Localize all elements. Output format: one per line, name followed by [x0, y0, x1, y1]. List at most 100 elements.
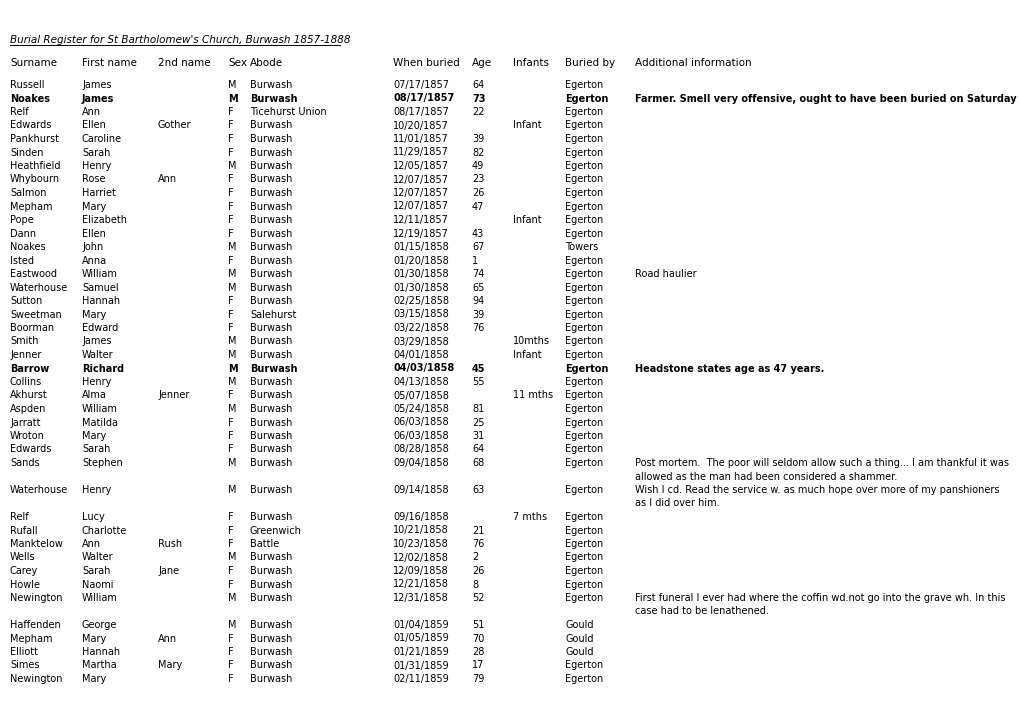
Text: Howle: Howle	[10, 580, 40, 590]
Text: Egerton: Egerton	[565, 417, 602, 428]
Text: Egerton: Egerton	[565, 255, 602, 265]
Text: F: F	[228, 660, 233, 671]
Text: F: F	[228, 445, 233, 454]
Text: 12/09/1858: 12/09/1858	[392, 566, 448, 576]
Text: Egerton: Egerton	[565, 80, 602, 90]
Text: Egerton: Egerton	[565, 94, 607, 104]
Text: Battle: Battle	[250, 539, 279, 549]
Text: Egerton: Egerton	[565, 512, 602, 522]
Text: Matilda: Matilda	[82, 417, 118, 428]
Text: George: George	[82, 620, 117, 630]
Text: M: M	[228, 485, 236, 495]
Text: Egerton: Egerton	[565, 107, 602, 117]
Text: Egerton: Egerton	[565, 674, 602, 684]
Text: Additional information: Additional information	[635, 58, 751, 68]
Text: 55: 55	[472, 377, 484, 387]
Text: Egerton: Egerton	[565, 580, 602, 590]
Text: Smith: Smith	[10, 337, 39, 347]
Text: 04/03/1858: 04/03/1858	[392, 363, 453, 373]
Text: Wells: Wells	[10, 552, 36, 562]
Text: Stephen: Stephen	[82, 458, 122, 468]
Text: Sweetman: Sweetman	[10, 309, 62, 319]
Text: John: John	[82, 242, 103, 252]
Text: Newington: Newington	[10, 593, 62, 603]
Text: Burwash: Burwash	[250, 94, 298, 104]
Text: Abode: Abode	[250, 58, 283, 68]
Text: F: F	[228, 539, 233, 549]
Text: Egerton: Egerton	[565, 377, 602, 387]
Text: Wroton: Wroton	[10, 431, 45, 441]
Text: Burwash: Burwash	[250, 620, 292, 630]
Text: Egerton: Egerton	[565, 485, 602, 495]
Text: 01/04/1859: 01/04/1859	[392, 620, 448, 630]
Text: Burwash: Burwash	[250, 593, 292, 603]
Text: Burwash: Burwash	[250, 350, 292, 360]
Text: Burwash: Burwash	[250, 161, 292, 171]
Text: Gother: Gother	[158, 120, 192, 131]
Text: Burwash: Burwash	[250, 242, 292, 252]
Text: 08/17/1857: 08/17/1857	[392, 94, 453, 104]
Text: Edwards: Edwards	[10, 445, 51, 454]
Text: Egerton: Egerton	[565, 120, 602, 131]
Text: Gould: Gould	[565, 647, 593, 657]
Text: 25: 25	[472, 417, 484, 428]
Text: 04/01/1858: 04/01/1858	[392, 350, 448, 360]
Text: M: M	[228, 552, 236, 562]
Text: 03/22/1858: 03/22/1858	[392, 323, 448, 333]
Text: Ann: Ann	[82, 539, 101, 549]
Text: 12/19/1857: 12/19/1857	[392, 229, 448, 239]
Text: Burwash: Burwash	[250, 458, 292, 468]
Text: Greenwich: Greenwich	[250, 526, 302, 536]
Text: Egerton: Egerton	[565, 445, 602, 454]
Text: Alma: Alma	[82, 391, 107, 400]
Text: Sands: Sands	[10, 458, 40, 468]
Text: 68: 68	[472, 458, 484, 468]
Text: Mary: Mary	[82, 674, 106, 684]
Text: 21: 21	[472, 526, 484, 536]
Text: Russell: Russell	[10, 80, 45, 90]
Text: F: F	[228, 174, 233, 185]
Text: Mepham: Mepham	[10, 634, 52, 644]
Text: 10/20/1857: 10/20/1857	[392, 120, 448, 131]
Text: F: F	[228, 566, 233, 576]
Text: When buried: When buried	[392, 58, 460, 68]
Text: 52: 52	[472, 593, 484, 603]
Text: Egerton: Egerton	[565, 161, 602, 171]
Text: F: F	[228, 188, 233, 198]
Text: Egerton: Egerton	[565, 296, 602, 306]
Text: Burwash: Burwash	[250, 404, 292, 414]
Text: Burwash: Burwash	[250, 660, 292, 671]
Text: Ellen: Ellen	[82, 229, 106, 239]
Text: Henry: Henry	[82, 485, 111, 495]
Text: 1: 1	[472, 255, 478, 265]
Text: Egerton: Egerton	[565, 350, 602, 360]
Text: Mepham: Mepham	[10, 201, 52, 211]
Text: Caroline: Caroline	[82, 134, 122, 144]
Text: Heathfield: Heathfield	[10, 161, 60, 171]
Text: M: M	[228, 242, 236, 252]
Text: Burwash: Burwash	[250, 552, 292, 562]
Text: M: M	[228, 80, 236, 90]
Text: Noakes: Noakes	[10, 242, 46, 252]
Text: 12/05/1857: 12/05/1857	[392, 161, 448, 171]
Text: F: F	[228, 634, 233, 644]
Text: 67: 67	[472, 242, 484, 252]
Text: F: F	[228, 134, 233, 144]
Text: Mary: Mary	[158, 660, 182, 671]
Text: 51: 51	[472, 620, 484, 630]
Text: 76: 76	[472, 323, 484, 333]
Text: William: William	[82, 593, 118, 603]
Text: Egerton: Egerton	[565, 337, 602, 347]
Text: 26: 26	[472, 188, 484, 198]
Text: M: M	[228, 620, 236, 630]
Text: Lucy: Lucy	[82, 512, 105, 522]
Text: Egerton: Egerton	[565, 539, 602, 549]
Text: Surname: Surname	[10, 58, 57, 68]
Text: F: F	[228, 431, 233, 441]
Text: Farmer. Smell very offensive, ought to have been buried on Saturday: Farmer. Smell very offensive, ought to h…	[635, 94, 1016, 104]
Text: William: William	[82, 404, 118, 414]
Text: Burwash: Burwash	[250, 431, 292, 441]
Text: Egerton: Egerton	[565, 148, 602, 157]
Text: Salehurst: Salehurst	[250, 309, 297, 319]
Text: F: F	[228, 296, 233, 306]
